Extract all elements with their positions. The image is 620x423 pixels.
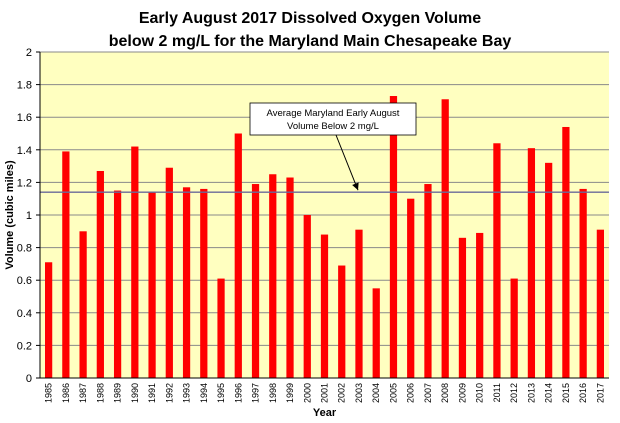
x-tick-label: 2002	[337, 383, 347, 403]
x-tick-label: 1990	[130, 383, 140, 403]
annotation-arrowhead	[352, 182, 359, 191]
bar-2004	[372, 288, 380, 378]
x-tick-label: 1996	[233, 383, 243, 403]
x-tick-label: 1998	[268, 383, 278, 403]
bar-2000	[303, 215, 311, 378]
x-tick-label: 2013	[526, 383, 536, 403]
y-tick-label: 0.8	[17, 243, 32, 255]
bar-1995	[217, 278, 225, 378]
y-tick-label: 1.8	[17, 80, 32, 92]
annotation-text-line1: Average Maryland Early August	[267, 108, 400, 119]
x-tick-label: 2004	[371, 383, 381, 403]
x-tick-label: 1989	[113, 383, 123, 403]
bar-2017	[596, 229, 604, 378]
x-tick-label: 2010	[475, 383, 485, 403]
x-tick-label: 2017	[595, 383, 605, 403]
bar-1989	[113, 190, 122, 378]
x-axis-label: Year	[313, 407, 337, 419]
x-tick-label: 2009	[457, 383, 467, 403]
y-tick-label: 0.2	[17, 340, 32, 352]
bar-2006	[407, 198, 415, 378]
bar-1991	[148, 192, 156, 378]
x-tick-label: 2007	[423, 383, 433, 403]
x-tick-label: 1999	[285, 383, 295, 403]
x-tick-label: 1994	[199, 383, 209, 403]
x-tick-labels: 1985 1986 1987 1988 1989 1990 1991 1992 1993 1994…	[44, 383, 606, 403]
x-tick-label: 2005	[388, 383, 398, 403]
x-tick-label: 1995	[216, 383, 226, 403]
y-tick-label: 0.4	[17, 308, 32, 320]
x-tick-label: 2000	[302, 383, 312, 403]
x-tick-label: 1991	[147, 383, 157, 403]
bar-1986	[62, 151, 70, 378]
x-tick-label: 2011	[492, 383, 502, 402]
x-tick-label: 2012	[509, 383, 519, 403]
x-tick-label: 2003	[354, 383, 364, 403]
bar-1985	[45, 262, 53, 378]
chart-title-line1: Early August 2017 Dissolved Oxygen Volum…	[139, 10, 481, 27]
bar-2010	[476, 232, 484, 378]
y-tick-label: 1.4	[17, 145, 32, 157]
bar-1987	[79, 231, 87, 378]
y-tick-label: 1	[26, 210, 32, 222]
annotation-text-line2: Volume Below 2 mg/L	[287, 121, 379, 132]
y-tick-label: 1.6	[17, 112, 32, 124]
bar-1988	[96, 170, 104, 378]
x-tick-label: 1993	[182, 383, 192, 403]
annotation-box	[249, 102, 417, 136]
bar-2014	[545, 162, 553, 378]
bar-2016	[579, 188, 587, 378]
bar-1997	[251, 184, 260, 378]
x-tick-label: 2008	[440, 383, 450, 403]
bar-2009	[458, 237, 467, 378]
bars	[45, 96, 604, 379]
bar-2013	[527, 148, 536, 378]
x-tick-label: 2015	[561, 383, 571, 403]
bar-1994	[200, 188, 208, 378]
x-tick-label: 2016	[578, 383, 588, 403]
x-tick-label: 1986	[61, 383, 71, 403]
y-tick-label: 0	[26, 373, 32, 385]
bar-1999	[286, 177, 294, 378]
x-tick-label: 1992	[164, 383, 174, 403]
bar-2002	[338, 265, 346, 378]
chart-title-line2: below 2 mg/L for the Maryland Main Chesa…	[109, 33, 512, 50]
bar-2011	[493, 143, 501, 378]
x-tick-label: 1985	[44, 383, 54, 403]
y-tick-label: 0.6	[17, 275, 32, 287]
x-tick-label: 2014	[544, 383, 554, 403]
bar-2001	[320, 234, 329, 378]
y-tick-label: 2	[26, 47, 32, 59]
bar-1990	[131, 146, 139, 378]
bar-2012	[510, 278, 518, 378]
y-tick-label: 1.2	[17, 177, 32, 189]
x-tick-label: 2001	[320, 383, 330, 403]
bar-2005	[389, 96, 398, 378]
y-tick-labels: 0 0.2 0.4 0.6 0.8 1 1.2 1.4 1.6 1.8 2	[17, 47, 40, 385]
bar-1996	[234, 133, 242, 378]
bar-1993	[182, 187, 191, 378]
bar-1998	[269, 174, 277, 378]
x-tick-label: 1987	[78, 383, 88, 403]
x-tick-label: 1997	[251, 383, 261, 403]
bar-2003	[355, 229, 363, 378]
x-tick-label: 1988	[95, 383, 105, 403]
average-annotation: Average Maryland Early August Volume Bel…	[249, 102, 417, 191]
bar-2015	[562, 126, 570, 378]
bar-2007	[424, 184, 432, 378]
bar-2008	[441, 99, 449, 379]
x-tick-label: 2006	[406, 383, 416, 403]
y-axis-label: Volume (cubic miles)	[4, 160, 16, 270]
annotation-arrow	[335, 134, 359, 191]
bar-1992	[165, 167, 173, 378]
